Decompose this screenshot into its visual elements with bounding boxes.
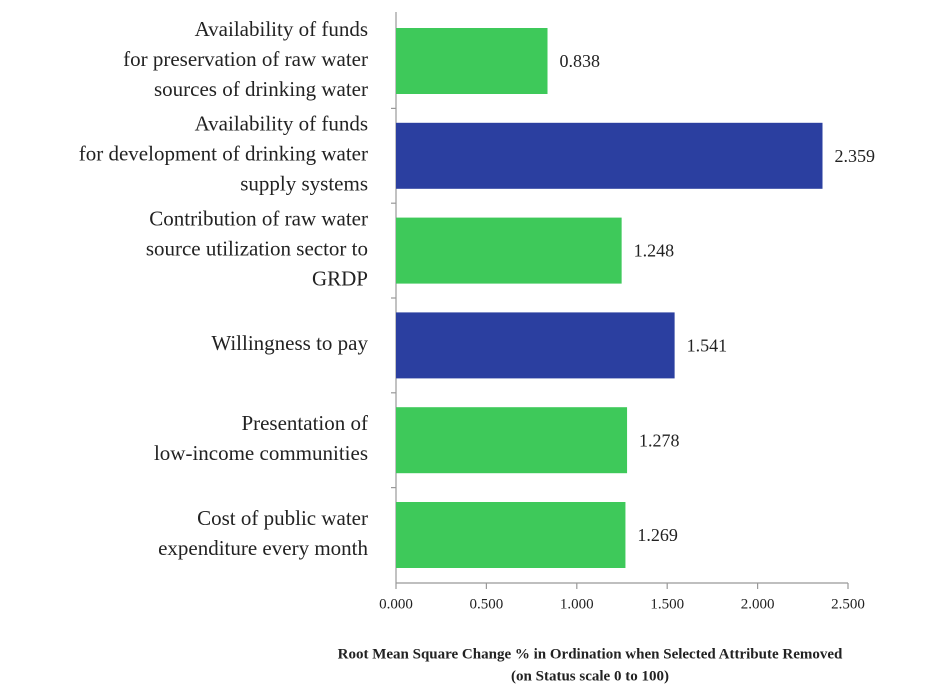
value-label: 1.248	[634, 241, 675, 261]
y-tick-label: low-income communities	[154, 441, 368, 465]
value-label: 1.269	[637, 525, 678, 545]
x-tick-label: 1.500	[650, 596, 684, 612]
x-tick-label: 0.500	[470, 596, 504, 612]
value-label: 0.838	[560, 51, 601, 71]
y-tick-label: supply systems	[240, 172, 368, 196]
y-tick-label: sources of drinking water	[154, 77, 368, 101]
x-tick-label: 0.000	[379, 596, 413, 612]
x-axis-label: Root Mean Square Change % in Ordination …	[338, 646, 843, 662]
y-tick-label: source utilization sector to	[146, 236, 368, 260]
y-tick-label: Willingness to pay	[211, 331, 368, 355]
y-tick-label: Presentation of	[241, 411, 368, 435]
y-tick-label: for preservation of raw water	[123, 47, 368, 71]
x-tick-label: 2.000	[741, 596, 775, 612]
y-tick-label: expenditure every month	[158, 536, 368, 560]
bar	[396, 502, 626, 568]
bar	[396, 28, 548, 94]
y-tick-label: GRDP	[312, 266, 368, 290]
y-tick-label: for development of drinking water	[79, 142, 368, 166]
value-label: 1.278	[639, 430, 680, 450]
x-axis-label: (on Status scale 0 to 100)	[511, 668, 669, 684]
value-label: 1.541	[687, 336, 728, 356]
x-tick-label: 1.000	[560, 596, 594, 612]
y-tick-label: Availability of funds	[195, 17, 368, 41]
y-tick-label: Contribution of raw water	[149, 206, 368, 230]
value-label: 2.359	[835, 146, 876, 166]
bar	[396, 312, 675, 379]
y-tick-label: Availability of funds	[195, 112, 368, 136]
bar	[396, 407, 628, 474]
y-tick-label: Cost of public water	[197, 506, 368, 530]
bar	[396, 122, 823, 189]
x-tick-label: 2.500	[831, 596, 865, 612]
bar	[396, 217, 622, 284]
